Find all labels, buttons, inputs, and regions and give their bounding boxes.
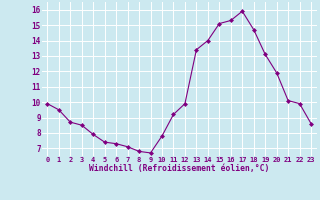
X-axis label: Windchill (Refroidissement éolien,°C): Windchill (Refroidissement éolien,°C) bbox=[89, 164, 269, 173]
